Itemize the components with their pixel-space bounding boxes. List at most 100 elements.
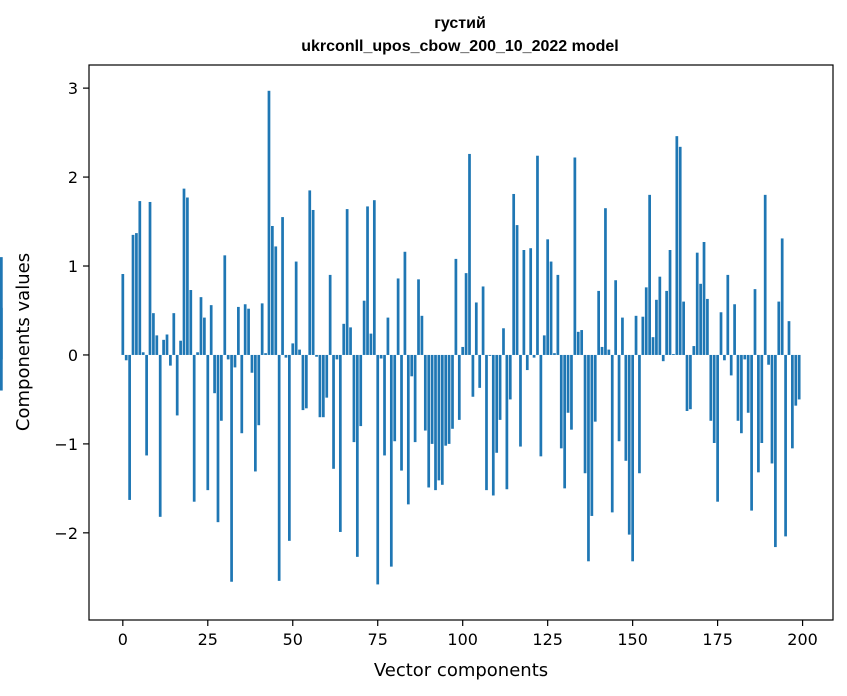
bar	[243, 304, 247, 355]
bar	[196, 352, 199, 355]
bar	[189, 290, 193, 355]
bar	[328, 274, 332, 355]
bar	[247, 308, 250, 355]
bar	[553, 353, 556, 355]
bar	[760, 354, 764, 443]
bar	[308, 190, 312, 355]
bar	[529, 248, 533, 355]
bar	[281, 217, 284, 355]
bar	[274, 246, 278, 355]
bar	[440, 354, 444, 485]
x-tick-label: 75	[368, 630, 388, 649]
bar	[403, 251, 407, 355]
bar	[767, 354, 770, 365]
bar	[264, 353, 267, 355]
bar	[396, 278, 400, 355]
bar	[169, 354, 172, 366]
bar	[794, 354, 798, 406]
bar	[423, 354, 427, 431]
bar	[723, 354, 726, 361]
bar	[128, 354, 131, 500]
bar	[437, 354, 441, 481]
bar	[658, 276, 662, 355]
bar	[383, 354, 386, 456]
bar	[389, 354, 393, 567]
bar	[631, 354, 634, 562]
bar	[288, 354, 291, 541]
bar	[318, 354, 322, 418]
bar	[787, 321, 791, 355]
bar	[661, 354, 665, 362]
bar	[413, 354, 417, 443]
bar	[770, 354, 774, 464]
bar	[451, 354, 454, 429]
bar	[345, 209, 349, 355]
bar	[638, 354, 641, 474]
bar	[774, 354, 777, 548]
bar	[729, 354, 733, 376]
bar	[420, 315, 424, 355]
bar	[682, 301, 685, 355]
bar	[678, 146, 682, 355]
bar	[369, 333, 373, 355]
bar	[525, 354, 529, 371]
bar	[216, 354, 220, 523]
bar	[719, 312, 723, 355]
bar	[522, 250, 526, 355]
bar	[410, 354, 414, 377]
bar	[355, 354, 359, 557]
bar	[495, 354, 499, 453]
bar	[583, 354, 587, 474]
bar	[716, 354, 719, 502]
y-tick-label: 2	[68, 168, 78, 187]
bar	[386, 317, 390, 355]
bar	[311, 209, 315, 355]
bar	[220, 354, 223, 421]
bar	[0, 257, 3, 355]
bar	[753, 289, 757, 355]
bar	[277, 354, 281, 581]
bar	[158, 354, 162, 517]
bar	[444, 354, 448, 446]
bar	[240, 354, 244, 434]
x-axis-label: Vector components	[374, 660, 548, 681]
bar	[617, 354, 621, 442]
bar	[284, 354, 288, 358]
bar	[131, 234, 135, 355]
bar	[124, 354, 128, 361]
bar	[604, 208, 607, 355]
bar	[515, 225, 519, 355]
bar	[634, 315, 638, 355]
bar	[203, 317, 206, 355]
bar	[593, 354, 597, 422]
bar	[706, 298, 709, 355]
bar	[338, 354, 342, 532]
bar	[155, 335, 159, 355]
bars-group	[0, 90, 801, 585]
bar	[733, 304, 736, 355]
x-tick-label: 100	[447, 630, 478, 649]
bar	[145, 354, 148, 456]
bar	[780, 238, 784, 355]
bar	[474, 302, 478, 355]
bar	[454, 258, 458, 355]
bar	[740, 354, 743, 434]
bar	[237, 306, 240, 355]
bar	[498, 354, 502, 420]
bar	[304, 354, 308, 409]
bar	[298, 349, 301, 355]
bar	[209, 305, 213, 355]
bar	[726, 274, 730, 355]
bar	[267, 90, 271, 355]
bar	[508, 354, 512, 400]
bar	[141, 352, 145, 355]
bar	[641, 316, 645, 355]
bar	[321, 354, 325, 418]
bar	[332, 354, 335, 469]
bar	[186, 197, 189, 355]
bar	[627, 354, 631, 535]
bar	[230, 354, 233, 582]
bar	[648, 194, 651, 355]
x-tick-label: 0	[118, 630, 128, 649]
